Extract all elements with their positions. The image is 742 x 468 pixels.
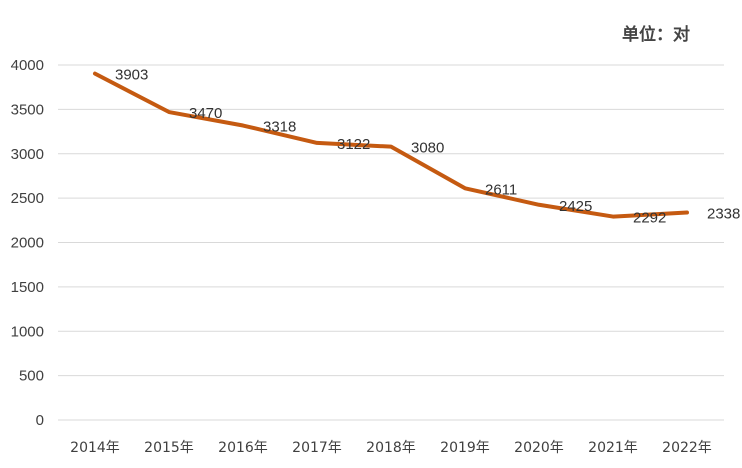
data-label: 3122 xyxy=(337,136,370,153)
data-label: 2425 xyxy=(559,198,592,215)
y-tick-label: 2000 xyxy=(11,235,44,252)
x-tick-label: 2014年 xyxy=(70,440,120,456)
y-tick-label: 3500 xyxy=(11,101,44,118)
data-label: 2338 xyxy=(707,206,740,223)
unit-label: 单位：对 xyxy=(622,25,690,45)
data-label: 2292 xyxy=(633,210,666,227)
y-tick-label: 0 xyxy=(36,412,44,429)
y-tick-label: 4000 xyxy=(11,57,44,74)
x-tick-label: 2019年 xyxy=(440,440,490,456)
data-label: 3903 xyxy=(115,67,148,84)
data-labels: 3903 3470 3318 3122 3080 2611 2425 2292 2338 xyxy=(115,67,740,227)
y-tick-label: 1500 xyxy=(11,279,44,296)
x-tick-label: 2020年 xyxy=(514,440,564,456)
data-label: 3470 xyxy=(189,105,222,122)
data-label: 2611 xyxy=(485,181,517,198)
y-tick-label: 2500 xyxy=(11,190,44,207)
x-axis-ticks: 2014年 2015年 2016年 2017年 2018年 2019年 2020年 2021年… xyxy=(70,440,712,456)
y-tick-label: 3000 xyxy=(11,146,44,163)
x-tick-label: 2021年 xyxy=(588,440,638,456)
gridlines xyxy=(58,64,724,421)
y-axis-ticks: 0 500 1000 1500 2000 2500 3000 3500 4000 xyxy=(11,57,44,429)
series-line xyxy=(93,71,689,219)
y-tick-label: 1000 xyxy=(11,323,44,340)
x-tick-label: 2016年 xyxy=(218,440,268,456)
y-tick-label: 500 xyxy=(19,368,44,385)
x-tick-label: 2015年 xyxy=(144,440,194,456)
x-tick-label: 2017年 xyxy=(292,440,342,456)
x-tick-label: 2018年 xyxy=(366,440,416,456)
data-label: 3080 xyxy=(411,140,444,157)
series xyxy=(93,71,689,219)
data-label: 3318 xyxy=(263,119,296,136)
x-tick-label: 2022年 xyxy=(662,440,712,456)
